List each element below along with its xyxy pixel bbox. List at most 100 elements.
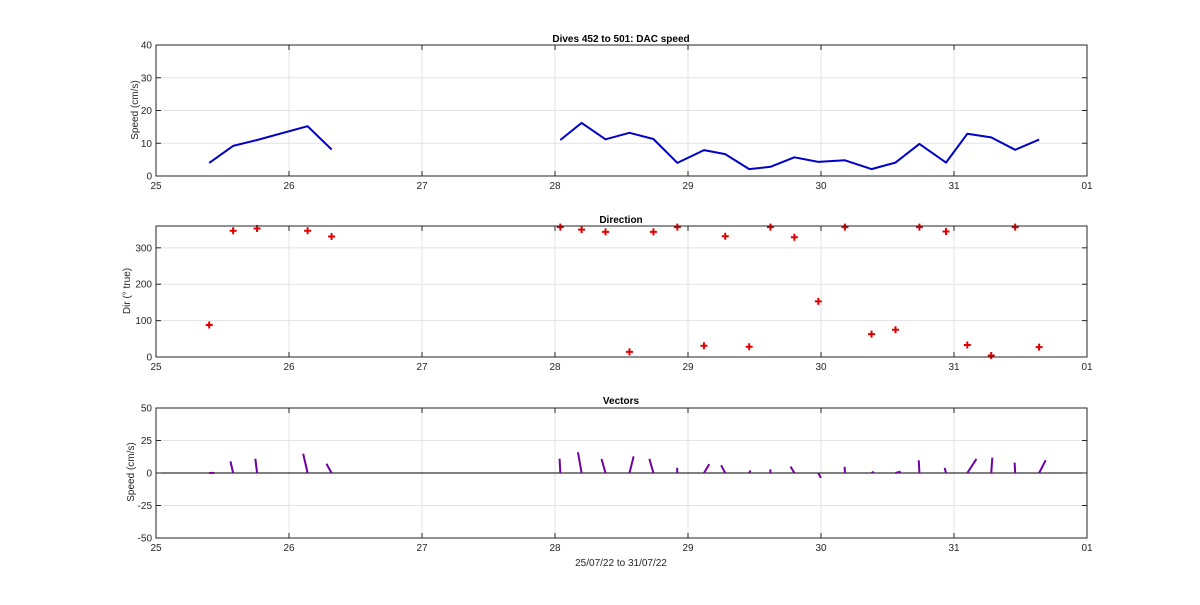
speed-x-tick-label: 25 bbox=[150, 181, 162, 192]
vectors-y-tick-label: -25 bbox=[138, 501, 153, 512]
direction-x-tick-label: 30 bbox=[815, 362, 827, 373]
vectors-x-tick-label: 28 bbox=[549, 543, 561, 554]
speed-x-tick-label: 31 bbox=[948, 181, 960, 192]
direction-axes-box bbox=[155, 225, 1088, 358]
direction-data-point bbox=[963, 341, 971, 349]
vectors-x-tick-label: 31 bbox=[948, 543, 960, 554]
vectors-vector-stick bbox=[817, 472, 822, 479]
direction-data-point bbox=[841, 223, 849, 231]
direction-data-point bbox=[229, 227, 237, 235]
vectors-y-axis-label: Speed (cm/s) bbox=[126, 442, 137, 501]
vectors-vector-stick bbox=[895, 470, 901, 474]
direction-data-point bbox=[1035, 343, 1043, 351]
vectors-vector-stick bbox=[917, 460, 921, 474]
vectors-vector-stick bbox=[648, 458, 655, 474]
vectors-vector-stick bbox=[229, 461, 235, 474]
vectors-x-tick-label: 30 bbox=[815, 543, 827, 554]
direction-data-point bbox=[1011, 223, 1019, 231]
vectors-x-tick-label: 25 bbox=[150, 543, 162, 554]
vectors-chart-title: Vectors bbox=[603, 396, 640, 407]
direction-data-point bbox=[790, 233, 798, 241]
vectors-vector-stick bbox=[703, 463, 711, 474]
speed-x-tick-label: 29 bbox=[682, 181, 694, 192]
direction-chart-title: Direction bbox=[599, 215, 642, 226]
vectors-y-tick-label: 25 bbox=[141, 436, 153, 447]
speed-series-line bbox=[559, 121, 1040, 171]
direction-x-tick-label: 25 bbox=[150, 362, 162, 373]
vectors-x-tick-label: 01 bbox=[1081, 543, 1093, 554]
vectors-x-tick-label: 26 bbox=[283, 543, 295, 554]
speed-x-tick-label: 27 bbox=[416, 181, 428, 192]
vectors-vector-stick bbox=[1013, 462, 1017, 474]
speed-y-tick-label: 40 bbox=[141, 41, 153, 52]
vectors-x-axis-label: 25/07/22 to 31/07/22 bbox=[575, 558, 667, 569]
speed-y-tick-label: 30 bbox=[141, 73, 153, 84]
direction-data-point bbox=[766, 223, 774, 231]
direction-data-point bbox=[814, 297, 822, 305]
direction-data-point bbox=[673, 223, 681, 231]
vectors-vector-stick bbox=[789, 466, 796, 474]
direction-plot-area bbox=[156, 226, 1087, 357]
vectors-y-tick-label: -50 bbox=[138, 534, 153, 545]
direction-data-point bbox=[745, 343, 753, 351]
vectors-x-tick-label: 29 bbox=[682, 543, 694, 554]
direction-data-point bbox=[205, 321, 213, 329]
direction-y-axis-label: Dir (° true) bbox=[122, 268, 133, 314]
vectors-vector-stick bbox=[720, 464, 727, 474]
vectors-vector-stick bbox=[628, 456, 635, 474]
direction-x-tick-label: 28 bbox=[549, 362, 561, 373]
direction-data-point bbox=[602, 228, 610, 236]
direction-data-point bbox=[625, 348, 633, 356]
vectors-y-tick-label: 50 bbox=[141, 404, 153, 415]
direction-x-tick-label: 27 bbox=[416, 362, 428, 373]
speed-x-tick-label: 30 bbox=[815, 181, 827, 192]
vectors-vector-stick bbox=[943, 467, 947, 474]
direction-data-point bbox=[578, 226, 586, 234]
direction-data-point bbox=[700, 342, 708, 350]
vectors-vector-stick bbox=[302, 453, 309, 474]
speed-y-axis-label: Speed (cm/s) bbox=[130, 80, 141, 139]
vectors-vector-stick bbox=[990, 457, 994, 474]
speed-series-line bbox=[208, 125, 333, 164]
vectors-vector-stick bbox=[325, 463, 333, 474]
vectors-axes: Vectors Speed (cm/s) 25/07/22 to 31/07/2… bbox=[126, 396, 1093, 569]
vectors-vector-stick bbox=[966, 458, 978, 474]
direction-data-point bbox=[915, 223, 923, 231]
vectors-vector-stick bbox=[576, 452, 583, 474]
direction-data-point bbox=[328, 233, 336, 241]
direction-data-point bbox=[721, 232, 729, 240]
direction-x-tick-label: 01 bbox=[1081, 362, 1093, 373]
vectors-vector-stick bbox=[558, 458, 562, 474]
speed-axes: Dives 452 to 501: DAC speed Speed (cm/s)… bbox=[130, 34, 1093, 192]
direction-data-point bbox=[868, 330, 876, 338]
direction-axes: Direction Dir (° true) 25 26 27 28 29 30 31 010… bbox=[122, 215, 1093, 373]
speed-chart-title: Dives 452 to 501: DAC speed bbox=[552, 34, 689, 45]
direction-data-point bbox=[649, 228, 657, 236]
direction-y-tick-label: 0 bbox=[146, 353, 152, 364]
vectors-y-tick-label: 0 bbox=[146, 469, 152, 480]
direction-y-tick-label: 100 bbox=[135, 316, 152, 327]
vectors-vector-stick bbox=[748, 470, 752, 474]
vectors-vector-stick bbox=[871, 470, 875, 474]
direction-data-point bbox=[942, 227, 950, 235]
speed-x-tick-label: 26 bbox=[283, 181, 295, 192]
direction-data-point bbox=[891, 326, 899, 334]
direction-x-tick-label: 29 bbox=[682, 362, 694, 373]
vectors-vector-stick bbox=[600, 458, 607, 474]
vectors-vector-stick bbox=[254, 458, 259, 474]
direction-y-tick-label: 200 bbox=[135, 280, 152, 291]
speed-x-tick-label: 28 bbox=[549, 181, 561, 192]
direction-y-tick-label: 300 bbox=[135, 243, 152, 254]
vectors-x-tick-label: 27 bbox=[416, 543, 428, 554]
direction-data-point bbox=[304, 227, 312, 235]
direction-x-tick-label: 31 bbox=[948, 362, 960, 373]
direction-data-point bbox=[556, 223, 564, 231]
speed-y-tick-label: 20 bbox=[141, 106, 153, 117]
direction-data-point bbox=[987, 352, 995, 360]
vectors-vector-stick bbox=[1038, 459, 1047, 474]
speed-x-tick-label: 01 bbox=[1081, 181, 1093, 192]
speed-y-tick-label: 10 bbox=[141, 139, 153, 150]
direction-x-tick-label: 26 bbox=[283, 362, 295, 373]
speed-y-tick-label: 0 bbox=[146, 172, 152, 183]
